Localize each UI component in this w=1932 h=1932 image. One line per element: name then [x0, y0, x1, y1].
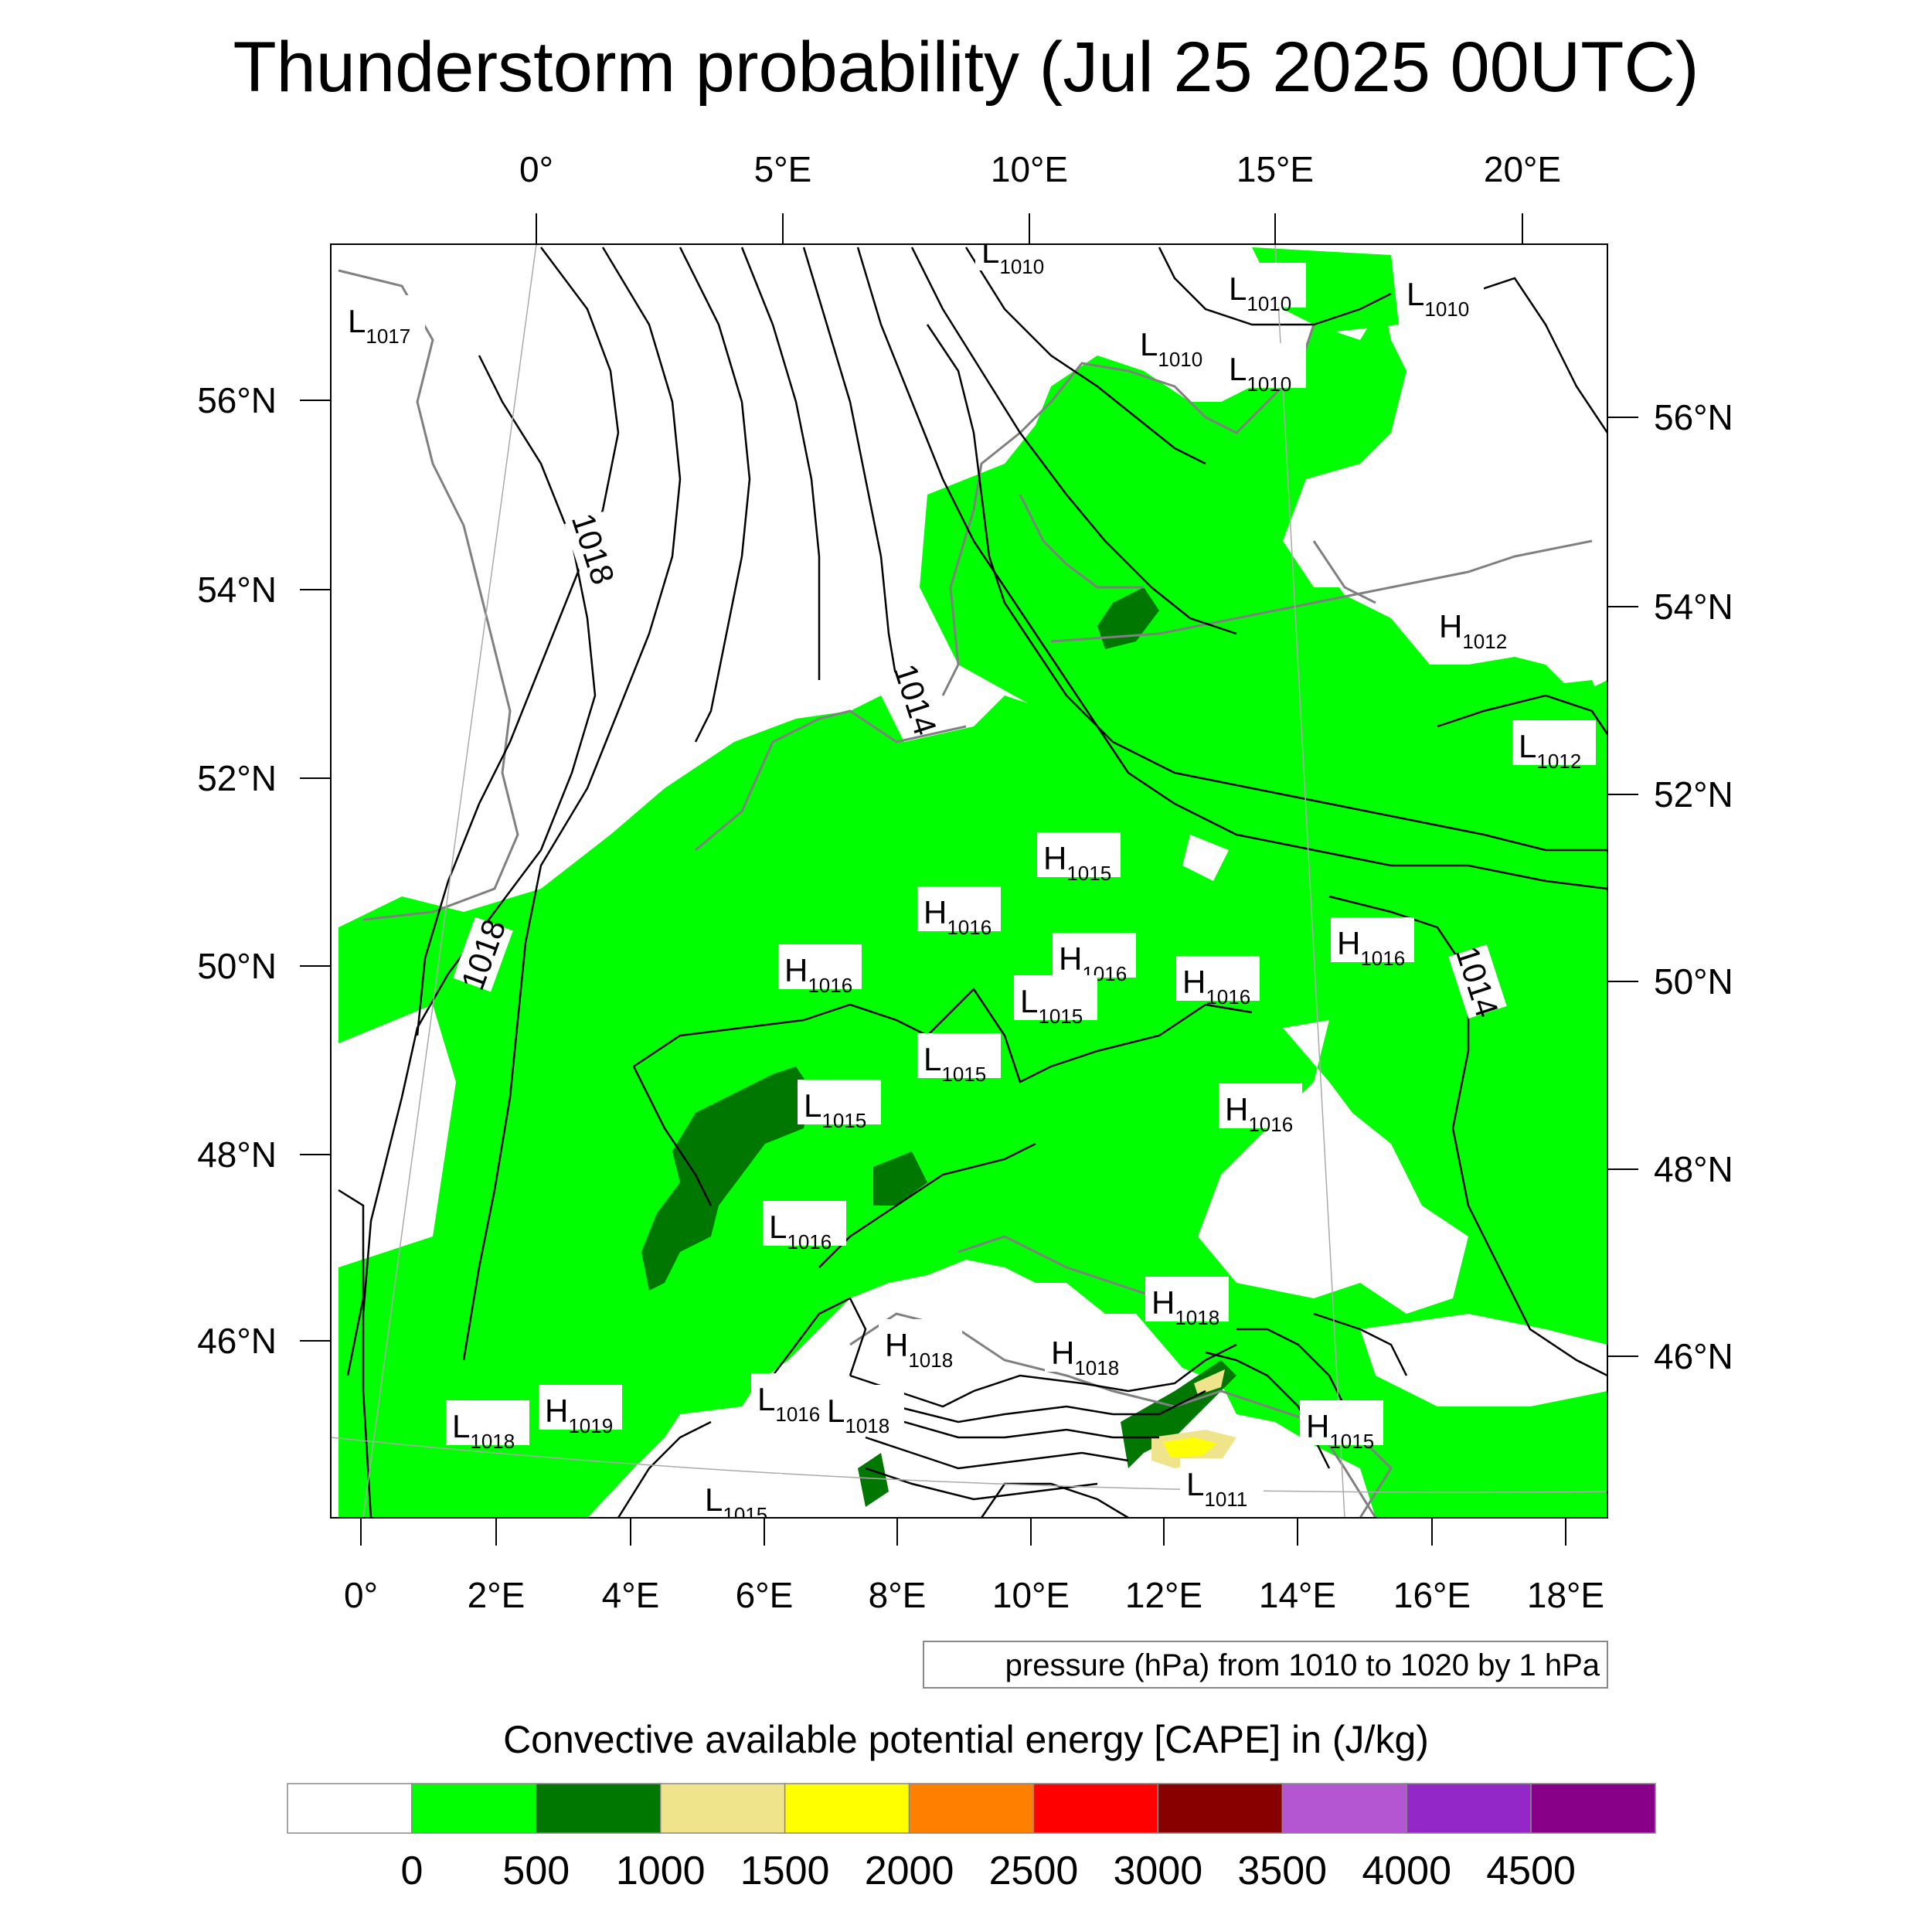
pressure-center-label: L1011: [1180, 1458, 1264, 1511]
bottom-tick-label: 10°E: [992, 1575, 1070, 1615]
colorbar-tick-label: 0: [400, 1849, 423, 1893]
pressure-center-label: L1017: [342, 295, 425, 348]
top-tick-label: 10°E: [991, 149, 1068, 189]
left-tick-label: 56°N: [197, 380, 277, 420]
isobars: [338, 247, 1607, 1518]
pressure-center-label: L1018: [446, 1400, 529, 1453]
colorbar-swatch: [287, 1783, 413, 1834]
pressure-center-label: H1016: [778, 944, 862, 997]
bottom-axis-labels: 0° 2°E 4°E 6°E 8°E 10°E 12°E 14°E 16°E 1…: [344, 1575, 1604, 1615]
colorbar-tick-label: 4500: [1486, 1849, 1576, 1893]
colorbar-tick-label: 3500: [1237, 1849, 1327, 1893]
colorbar-tick-label: 500: [502, 1849, 570, 1893]
pressure-center-label: L1010: [975, 244, 1059, 278]
left-tick-label: 52°N: [197, 758, 277, 798]
right-tick-label: 48°N: [1654, 1149, 1733, 1189]
colorbar-swatch: [1530, 1783, 1656, 1834]
bottom-tick-label: 14°E: [1259, 1575, 1336, 1615]
pressure-center-label: H1016: [1219, 1083, 1302, 1136]
pressure-center-label: H1019: [539, 1385, 622, 1437]
bottom-tick-label: 16°E: [1393, 1575, 1471, 1615]
bottom-tick-label: 2°E: [468, 1575, 526, 1615]
pressure-center-label: L1015: [798, 1080, 881, 1132]
map-frame: [330, 243, 1608, 1519]
colorbar-swatch: [536, 1783, 662, 1834]
left-tick-label: 54°N: [197, 570, 277, 610]
colorbar-tick-label: 2000: [865, 1849, 954, 1893]
pressure-center-label: L1015: [699, 1474, 782, 1518]
left-tick-label: 48°N: [197, 1134, 277, 1175]
colorbar-swatch: [784, 1783, 910, 1834]
left-tick-label: 46°N: [197, 1321, 277, 1361]
bottom-tick-label: 6°E: [736, 1575, 794, 1615]
pressure-center-label: L1010: [1223, 343, 1306, 396]
cape-field-1500-2000: [1163, 1437, 1217, 1458]
top-tick-label: 15°E: [1236, 149, 1314, 189]
contour-info-text: pressure (hPa) from 1010 to 1020 by 1 hP…: [1005, 1648, 1600, 1682]
top-tick-label: 5°E: [754, 149, 812, 189]
bottom-tick-label: 12°E: [1125, 1575, 1202, 1615]
pressure-center-label: L1010: [1223, 263, 1306, 315]
left-axis-labels: 56°N 54°N 52°N 50°N 48°N 46°N: [197, 380, 277, 1361]
right-tick-label: 54°N: [1654, 587, 1733, 627]
graticule: [331, 244, 1607, 1518]
pressure-center-label: H1012: [1433, 600, 1516, 653]
pressure-center-label: H1016: [1176, 956, 1260, 1009]
colorbar-tick-labels: 0 500 1000 1500 2000 2500 3000 3500 4000 4500: [400, 1849, 1575, 1893]
isobar-label: 1018: [564, 509, 623, 589]
colorbar-tick-label: 2500: [989, 1849, 1079, 1893]
top-tick-label: 0°: [519, 149, 553, 189]
pressure-center-label: L1015: [917, 1033, 1001, 1086]
bottom-tick-label: 4°E: [602, 1575, 660, 1615]
pressure-center-label: H1015: [1300, 1400, 1383, 1453]
pressure-center-label: L1010: [1134, 318, 1217, 371]
pressure-center-label: H1016: [1331, 917, 1414, 970]
pressure-center-label: H1018: [879, 1319, 962, 1372]
colorbar-swatch: [1406, 1783, 1532, 1834]
contour-info-box: pressure (hPa) from 1010 to 1020 by 1 hP…: [923, 1641, 1608, 1689]
colorbar-title: Convective available potential energy [C…: [503, 1718, 1429, 1761]
colorbar-swatch: [1281, 1783, 1407, 1834]
top-axis-labels: 0° 5°E 10°E 15°E 20°E: [519, 149, 1561, 189]
colorbar-swatch: [1032, 1783, 1159, 1834]
right-axis-labels: 56°N 54°N 52°N 50°N 48°N 46°N: [1654, 397, 1733, 1376]
pressure-center-label: L1015: [1014, 975, 1097, 1028]
pressure-center-label: L1012: [1512, 720, 1596, 773]
pressure-center-label: H1015: [1037, 832, 1121, 885]
map-title: Thunderstorm probability (Jul 25 2025 00…: [233, 28, 1699, 107]
right-tick-label: 56°N: [1654, 397, 1733, 437]
colorbar-swatch: [908, 1783, 1035, 1834]
top-tick-label: 20°E: [1484, 149, 1561, 189]
pressure-center-label: L1010: [1400, 268, 1484, 321]
colorbar-tick-label: 1000: [616, 1849, 706, 1893]
pressure-center-label: H1018: [1145, 1277, 1229, 1329]
colorbar-swatch: [1157, 1783, 1284, 1834]
bottom-tick-label: 8°E: [869, 1575, 927, 1615]
colorbar-tick-label: 3000: [1114, 1849, 1203, 1893]
pressure-center-label: H1018: [1045, 1327, 1128, 1379]
axis-ticks: [300, 213, 1638, 1546]
colorbar: [287, 1783, 1656, 1834]
colorbar-tick-label: 1500: [740, 1849, 830, 1893]
bottom-tick-label: 18°E: [1527, 1575, 1604, 1615]
colorbar-tick-label: 4000: [1362, 1849, 1451, 1893]
right-tick-label: 50°N: [1654, 961, 1733, 1002]
right-tick-label: 46°N: [1654, 1336, 1733, 1376]
pressure-center-label: L1016: [763, 1201, 846, 1253]
pressure-center-label: L1018: [821, 1385, 904, 1437]
colorbar-swatch: [411, 1783, 537, 1834]
bottom-tick-label: 0°: [344, 1575, 378, 1615]
pressure-center-label: H1016: [917, 886, 1001, 939]
right-tick-label: 52°N: [1654, 774, 1733, 815]
left-tick-label: 50°N: [197, 946, 277, 986]
colorbar-swatch: [659, 1783, 786, 1834]
